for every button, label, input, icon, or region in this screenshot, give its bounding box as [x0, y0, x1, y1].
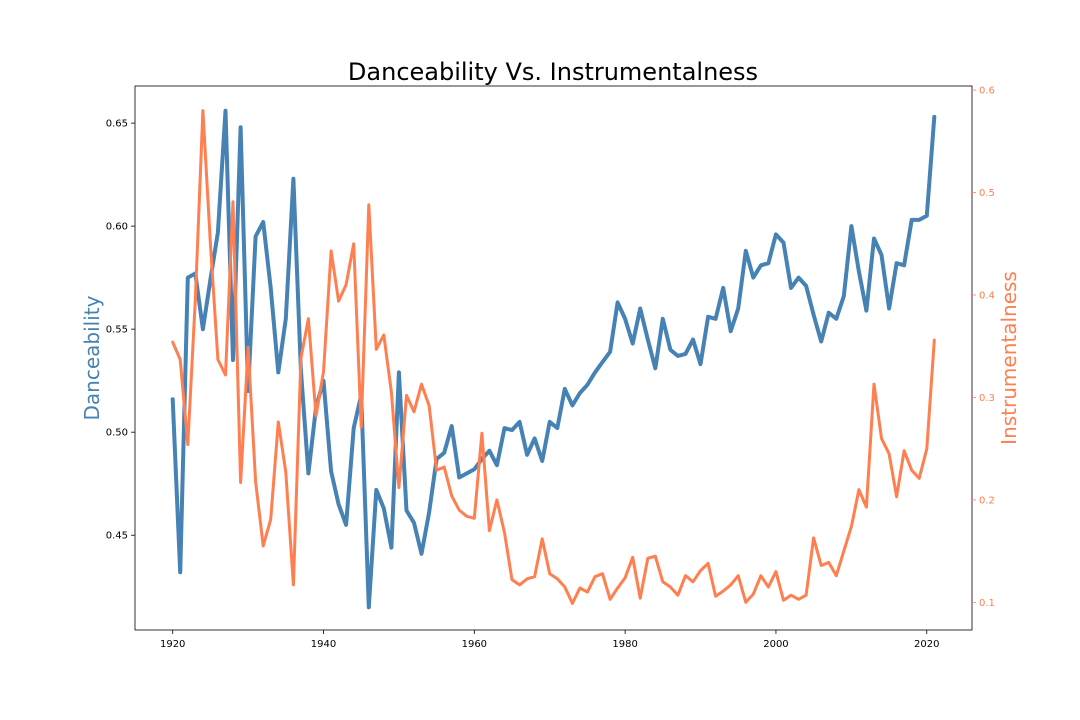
- danceability-series-line: [170, 108, 937, 610]
- left-axis-ticks: 0.45 0.50 0.55 0.60 0.65: [106, 119, 135, 542]
- x-tick-label: 1960: [462, 639, 487, 650]
- left-tick-label: 0.45: [106, 531, 128, 542]
- x-tick-label: 1940: [311, 639, 336, 650]
- right-tick-label: 0.2: [979, 495, 995, 506]
- left-tick-label: 0.50: [106, 428, 128, 439]
- left-axis-label: Danceability: [80, 295, 104, 420]
- right-tick-label: 0.3: [979, 393, 995, 404]
- left-tick-label: 0.60: [106, 222, 128, 233]
- left-tick-label: 0.55: [106, 325, 128, 336]
- x-axis-ticks: 1920 1940 1960 1980 2000 2020: [160, 630, 939, 650]
- right-tick-label: 0.6: [979, 86, 995, 97]
- left-tick-label: 0.65: [106, 119, 128, 130]
- x-tick-label: 2000: [763, 639, 788, 650]
- x-tick-label: 1920: [160, 639, 185, 650]
- right-axis-label: Instrumentalness: [997, 271, 1021, 445]
- x-tick-label: 2020: [914, 639, 939, 650]
- x-tick-label: 1980: [612, 639, 637, 650]
- series-layer: [170, 108, 937, 610]
- right-tick-label: 0.1: [979, 598, 995, 609]
- instrumentalness-series-line: [171, 109, 936, 605]
- right-axis-ticks: 0.1 0.2 0.3 0.4 0.5 0.6: [972, 86, 995, 609]
- plot-frame: [134, 85, 973, 631]
- chart-title: Danceability Vs. Instrumentalness: [348, 58, 758, 86]
- right-tick-label: 0.4: [979, 290, 995, 301]
- right-tick-label: 0.5: [979, 188, 995, 199]
